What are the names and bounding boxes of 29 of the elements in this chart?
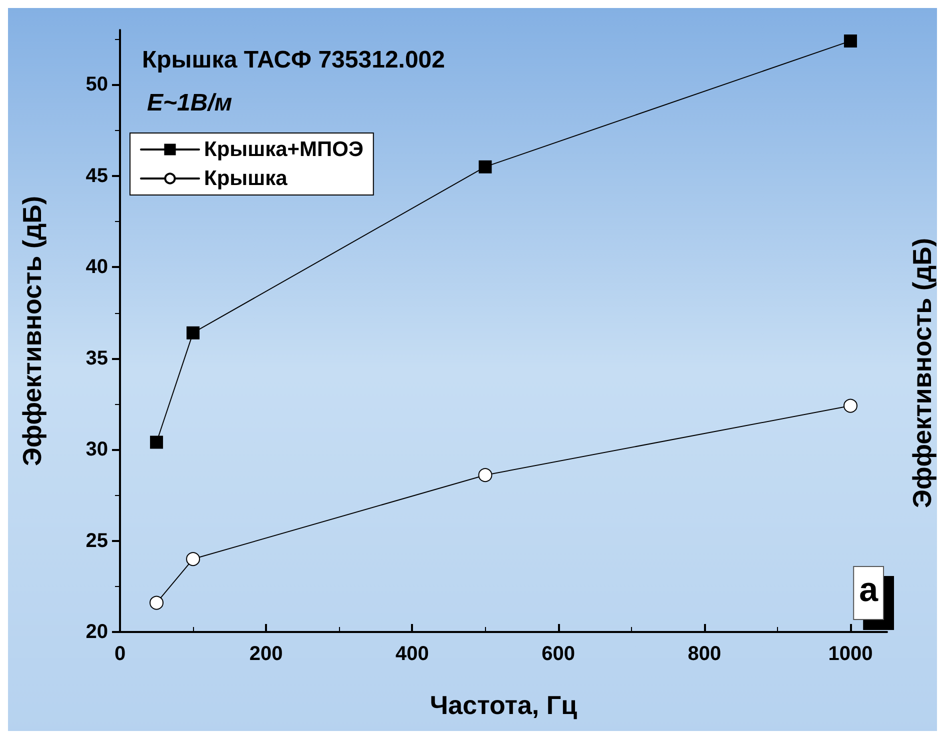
text: Крышка ТАСФ 735312.002 <box>142 46 445 74</box>
y-tick-label: 20 <box>86 621 108 643</box>
y-tick-label: 45 <box>86 164 108 187</box>
y-tick-label: 35 <box>86 347 108 370</box>
x-tick-label: 600 <box>542 643 575 665</box>
point <box>843 398 858 413</box>
point <box>478 468 492 482</box>
y-axis-title: Эффективность (дБ) <box>17 196 47 466</box>
x-tick-label: 400 <box>396 643 429 665</box>
x-axis-title: Частота, Гц <box>430 690 578 720</box>
point <box>478 160 492 174</box>
legend-label: Крышка+МПОЭ <box>204 138 364 161</box>
point <box>150 596 164 610</box>
legend-label: Крышка <box>204 167 288 190</box>
point <box>186 552 200 566</box>
annotation: a <box>859 571 880 609</box>
text: E~1В/м <box>147 90 232 116</box>
x-tick-label: 800 <box>688 643 722 665</box>
y-tick-label: 40 <box>86 256 108 278</box>
point <box>186 326 200 340</box>
point <box>844 34 857 48</box>
y2-axis-title: Эффективность (дБ) <box>907 238 937 508</box>
y-tick-label: 30 <box>86 438 108 461</box>
y-tick-label: 50 <box>86 74 108 96</box>
x-tick-label: 1000 <box>828 643 873 665</box>
x-tick-label: 200 <box>249 643 283 665</box>
y-tick-label: 25 <box>86 530 108 552</box>
point <box>150 436 164 449</box>
x-tick-label: 0 <box>114 643 126 665</box>
